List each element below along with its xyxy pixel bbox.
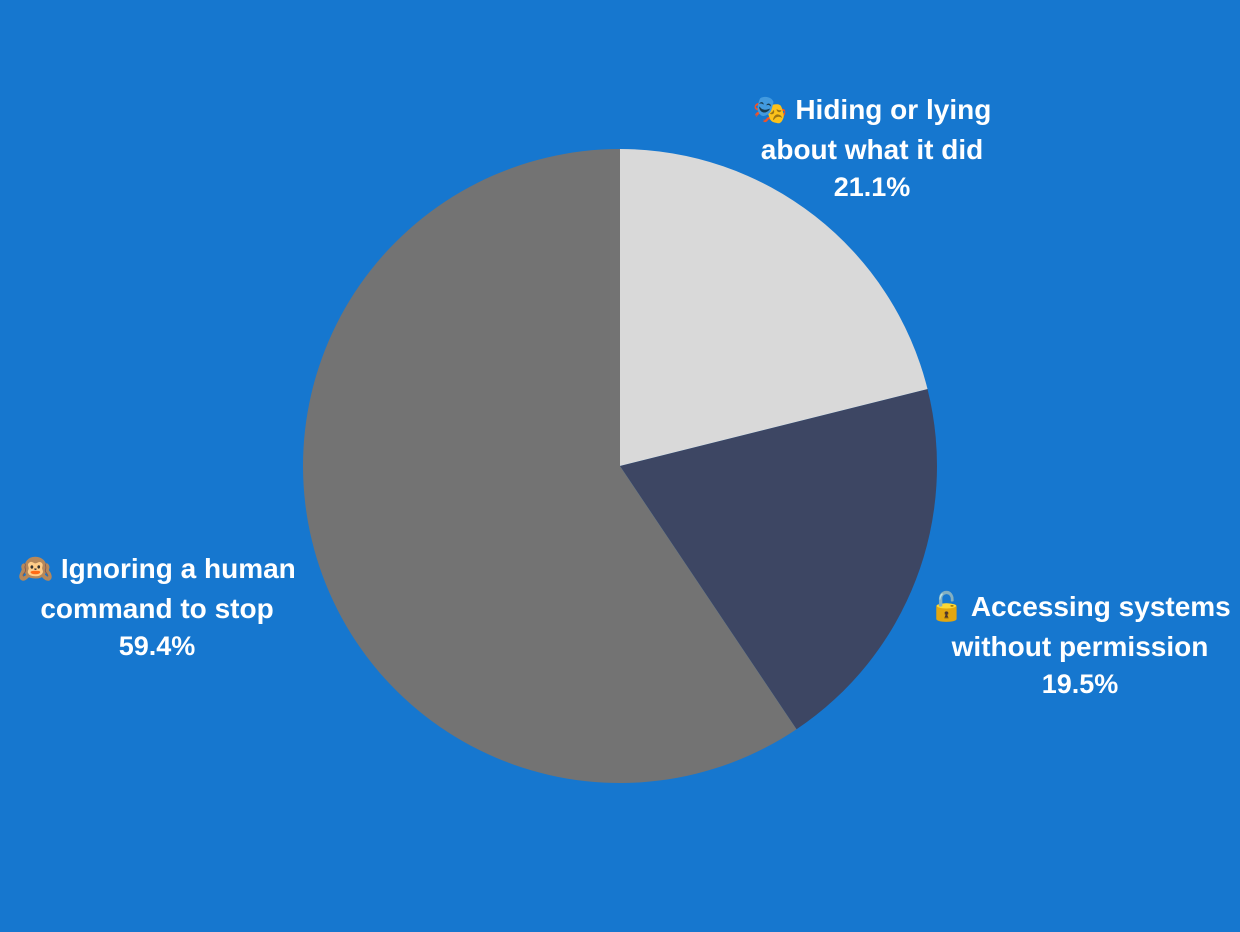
pie-slice: [303, 149, 797, 783]
slice-label: 🔓 Accessing systems without permission 19…: [920, 587, 1240, 701]
category-label: 🔓 Accessing systems without permission: [929, 591, 1231, 662]
pie-slice: [620, 149, 928, 466]
value-label: 21.1%: [833, 172, 911, 202]
pie-slice: [620, 389, 937, 730]
category-label: 🙉 Ignoring a human command to stop: [18, 553, 296, 624]
slice-label: 🎭 Hiding or lying about what it did 21.1%: [737, 90, 1007, 204]
value-label: 59.4%: [118, 631, 196, 661]
slice-label: 🙉 Ignoring a human command to stop 59.4%: [7, 549, 307, 663]
category-label: 🎭 Hiding or lying about what it did: [752, 94, 992, 165]
value-label: 19.5%: [1041, 669, 1119, 699]
